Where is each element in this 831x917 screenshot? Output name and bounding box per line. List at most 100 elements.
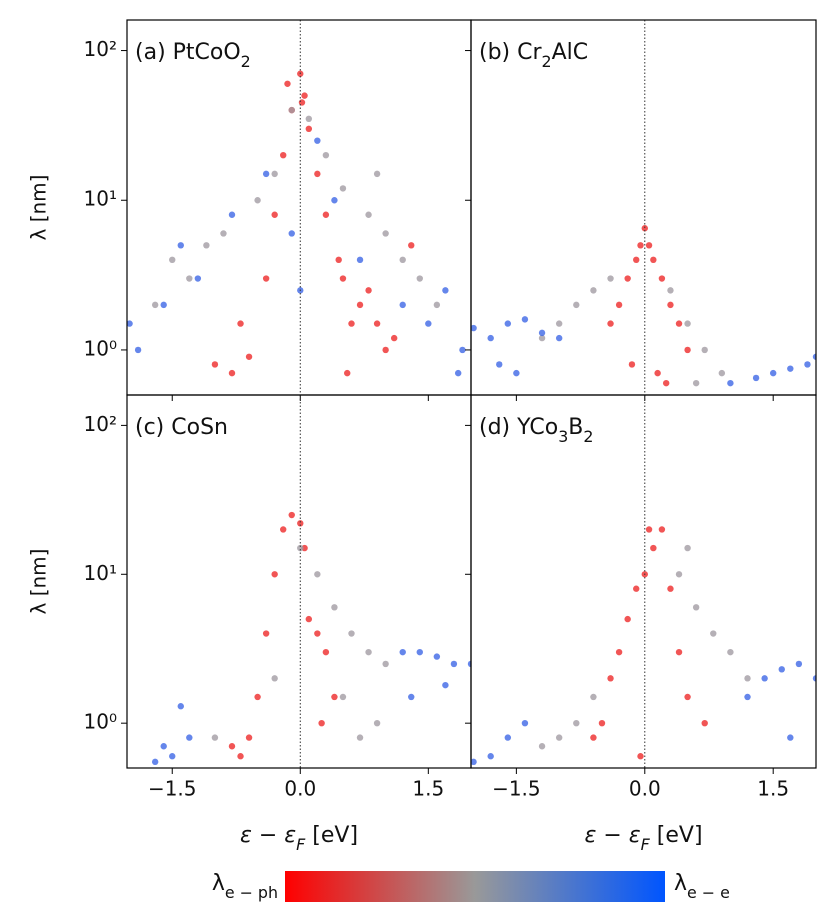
point xyxy=(471,758,477,766)
panel-title: (c) CoSn xyxy=(135,415,228,440)
point xyxy=(245,734,253,741)
point xyxy=(727,379,734,387)
point xyxy=(186,275,193,282)
panel-title-part: AlC xyxy=(552,40,589,65)
point xyxy=(752,374,760,382)
point xyxy=(245,353,253,360)
point xyxy=(228,369,236,377)
point xyxy=(628,361,636,368)
point xyxy=(727,648,734,656)
point xyxy=(538,743,546,750)
panel-title-part: (b) Cr xyxy=(479,40,542,65)
point xyxy=(373,320,381,327)
point xyxy=(194,275,202,282)
point xyxy=(645,242,653,249)
point xyxy=(322,648,330,656)
x-axis-label-part: [eV] xyxy=(305,823,358,848)
panel-title-part: 2 xyxy=(241,52,251,71)
point xyxy=(504,320,512,327)
point xyxy=(127,320,133,327)
frame xyxy=(470,19,817,396)
point xyxy=(710,630,717,637)
point xyxy=(675,320,683,327)
point xyxy=(718,369,726,377)
point xyxy=(607,675,614,682)
point xyxy=(637,242,644,249)
y-axis-label: λ [nm] xyxy=(27,549,51,615)
point xyxy=(322,151,330,159)
point xyxy=(382,346,389,354)
colorbar xyxy=(285,871,665,902)
point xyxy=(177,242,184,249)
point xyxy=(399,256,406,264)
point xyxy=(701,719,708,727)
point xyxy=(399,648,406,656)
point xyxy=(151,758,159,766)
point xyxy=(314,571,321,578)
point xyxy=(262,170,270,178)
panel-title-part: 2 xyxy=(583,427,593,446)
panel-title-part: 3 xyxy=(558,427,568,446)
point xyxy=(356,734,364,741)
point xyxy=(650,256,657,264)
point xyxy=(356,256,364,264)
colorbar-label-part: e − e xyxy=(687,883,730,902)
point xyxy=(425,320,432,327)
panel-title-part: (a) PtCoO xyxy=(135,40,241,65)
point xyxy=(538,329,546,337)
point xyxy=(590,693,597,701)
point xyxy=(675,571,683,578)
point xyxy=(348,630,355,637)
point xyxy=(667,301,674,309)
point xyxy=(633,256,640,264)
point xyxy=(203,242,210,249)
colorbar-label-part: λ xyxy=(212,871,225,896)
point xyxy=(339,185,347,192)
x-axis-label-part: ε − ε xyxy=(240,823,296,848)
x-axis-label-part: F xyxy=(296,835,306,854)
point xyxy=(211,361,219,368)
point xyxy=(650,544,657,552)
point xyxy=(778,666,785,673)
point xyxy=(151,301,159,309)
point xyxy=(305,615,313,623)
point xyxy=(271,571,278,578)
frame xyxy=(126,394,472,769)
point xyxy=(254,693,261,701)
point xyxy=(496,361,503,368)
point xyxy=(365,287,372,294)
point xyxy=(262,275,270,282)
point xyxy=(365,211,372,218)
point xyxy=(390,334,398,342)
panel-title: (d) YCo3B2 xyxy=(479,415,593,446)
point xyxy=(675,648,683,656)
x-tick-label: −1.5 xyxy=(492,777,541,801)
point xyxy=(615,648,623,656)
point xyxy=(331,197,338,204)
point xyxy=(804,361,811,368)
panel-title-part: (c) CoSn xyxy=(135,415,228,440)
point xyxy=(795,660,803,668)
point xyxy=(624,275,631,282)
x-axis-label-part: [eV] xyxy=(650,823,703,848)
point xyxy=(298,99,306,106)
point xyxy=(301,92,308,99)
point xyxy=(254,197,261,204)
point xyxy=(761,675,768,682)
colorbar-label-part: λ xyxy=(674,871,687,896)
point xyxy=(305,125,313,133)
point xyxy=(344,369,351,377)
point xyxy=(645,526,653,533)
point xyxy=(744,675,751,682)
x-tick-label: 0.0 xyxy=(284,777,316,801)
point xyxy=(662,379,670,387)
point xyxy=(314,630,321,637)
point xyxy=(339,275,347,282)
panel-title-part: 2 xyxy=(542,52,552,71)
point xyxy=(641,225,648,232)
point xyxy=(356,301,364,309)
point xyxy=(521,719,529,727)
point xyxy=(335,256,342,264)
point xyxy=(160,301,167,309)
